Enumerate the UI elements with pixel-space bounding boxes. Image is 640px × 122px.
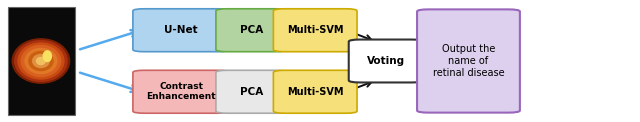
FancyBboxPatch shape (133, 70, 229, 113)
Text: PCA: PCA (240, 25, 263, 35)
Ellipse shape (17, 42, 65, 80)
FancyBboxPatch shape (216, 70, 287, 113)
FancyBboxPatch shape (273, 70, 357, 113)
FancyBboxPatch shape (216, 9, 287, 52)
Ellipse shape (42, 50, 52, 62)
Ellipse shape (36, 57, 46, 65)
FancyArrow shape (412, 44, 428, 78)
Ellipse shape (28, 51, 54, 71)
Ellipse shape (12, 38, 70, 84)
FancyBboxPatch shape (8, 7, 76, 115)
FancyBboxPatch shape (273, 9, 357, 52)
Ellipse shape (24, 48, 58, 74)
Text: PCA: PCA (240, 87, 263, 97)
Text: Output the
name of
retinal disease: Output the name of retinal disease (433, 44, 504, 78)
Text: Multi-SVM: Multi-SVM (287, 25, 344, 35)
Text: U-Net: U-Net (164, 25, 198, 35)
Ellipse shape (20, 45, 61, 77)
Ellipse shape (32, 54, 50, 68)
Ellipse shape (14, 40, 68, 82)
FancyBboxPatch shape (417, 9, 520, 113)
Text: Voting: Voting (367, 56, 405, 66)
Text: Contrast
Enhancement: Contrast Enhancement (147, 82, 216, 102)
FancyBboxPatch shape (349, 40, 423, 82)
Text: Multi-SVM: Multi-SVM (287, 87, 344, 97)
FancyBboxPatch shape (133, 9, 229, 52)
